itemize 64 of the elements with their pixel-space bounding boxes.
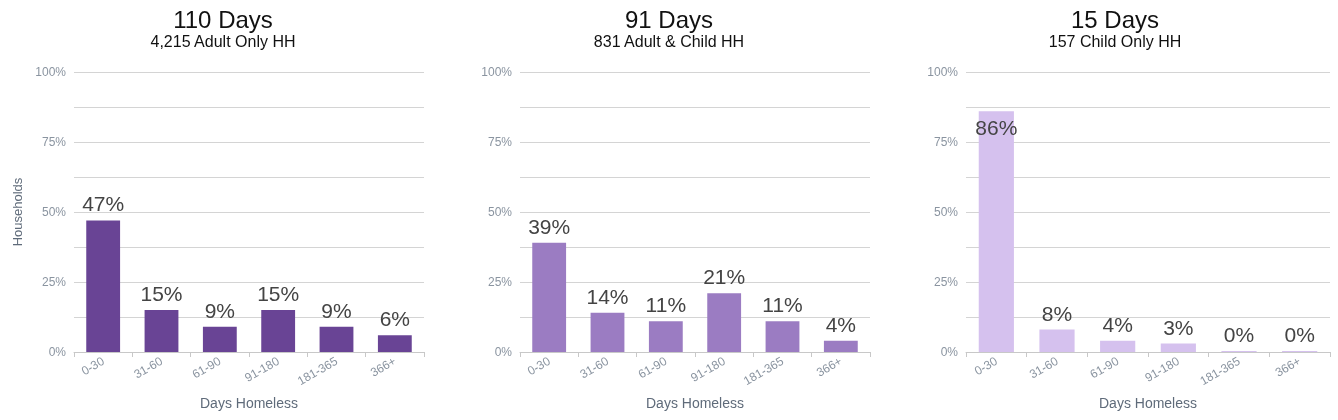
chart-subtitle: 4,215 Adult Only HH [150, 32, 296, 50]
data-label: 11% [762, 293, 803, 317]
bar [261, 310, 296, 352]
bar [590, 312, 625, 352]
y-tick-label: 50% [933, 205, 959, 219]
data-label: 4% [1102, 312, 1133, 336]
x-axis-title: Days Homeless [1098, 395, 1198, 411]
bar [823, 340, 858, 352]
bar [707, 293, 742, 352]
data-label: 4% [825, 312, 857, 336]
x-axis-title: Days Homeless [199, 395, 299, 411]
chart-subtitle: 157 Child Only HH [1048, 32, 1182, 50]
x-tick-label: 366+ [1272, 353, 1304, 380]
y-tick-label: 50% [41, 205, 67, 219]
y-tick-label: 50% [487, 205, 513, 219]
x-tick-label: 366+ [367, 353, 399, 380]
y-tick-label: 25% [487, 275, 513, 289]
data-label: 15% [257, 282, 300, 305]
data-label: 9% [321, 298, 352, 322]
data-label: 3% [1163, 315, 1194, 339]
data-label: 9% [204, 298, 236, 322]
y-tick-label: 25% [933, 275, 959, 289]
bar [377, 335, 412, 352]
data-label: 39% [528, 214, 571, 238]
data-label: 0% [1223, 322, 1255, 346]
bar [1100, 340, 1136, 352]
data-label: 14% [586, 284, 629, 308]
y-tick-label: 0% [494, 345, 513, 359]
data-label: 86% [975, 116, 1018, 140]
bar [144, 310, 179, 352]
bar [1039, 329, 1075, 352]
data-label: 6% [379, 307, 411, 331]
x-tick-label: 366+ [813, 353, 845, 380]
chart-title: 15 Days [1070, 5, 1160, 33]
y-tick-label: 25% [41, 275, 67, 289]
y-tick-label: 0% [48, 345, 67, 359]
y-axis-title: Households [10, 177, 26, 247]
y-tick-label: 0% [940, 345, 959, 359]
y-tick-label: 100% [481, 65, 513, 79]
data-label: 15% [140, 282, 183, 305]
y-tick-label: 75% [933, 135, 959, 149]
data-label: 47% [82, 192, 125, 216]
bar [319, 326, 354, 352]
bar [648, 321, 683, 352]
bar [1160, 343, 1196, 352]
data-label: 8% [1041, 301, 1073, 325]
bar [765, 321, 800, 352]
y-tick-label: 100% [35, 65, 67, 79]
x-tick-label: 0-30 [78, 353, 107, 379]
data-label: 11% [645, 293, 687, 317]
data-label: 21% [703, 265, 746, 289]
chart-subtitle: 831 Adult & Child HH [593, 32, 745, 50]
y-tick-label: 75% [487, 135, 513, 149]
chart-title: 110 Days [173, 5, 273, 33]
x-tick-label: 0-30 [972, 353, 1001, 379]
y-tick-label: 75% [41, 135, 67, 149]
data-label: 0% [1284, 322, 1315, 346]
chart-title: 91 Days [624, 5, 714, 33]
bar [86, 220, 121, 352]
x-tick-label: 0-30 [524, 353, 553, 379]
bar [202, 326, 237, 352]
bar [532, 242, 567, 352]
y-tick-label: 100% [927, 65, 959, 79]
x-axis-title: Days Homeless [645, 395, 745, 411]
